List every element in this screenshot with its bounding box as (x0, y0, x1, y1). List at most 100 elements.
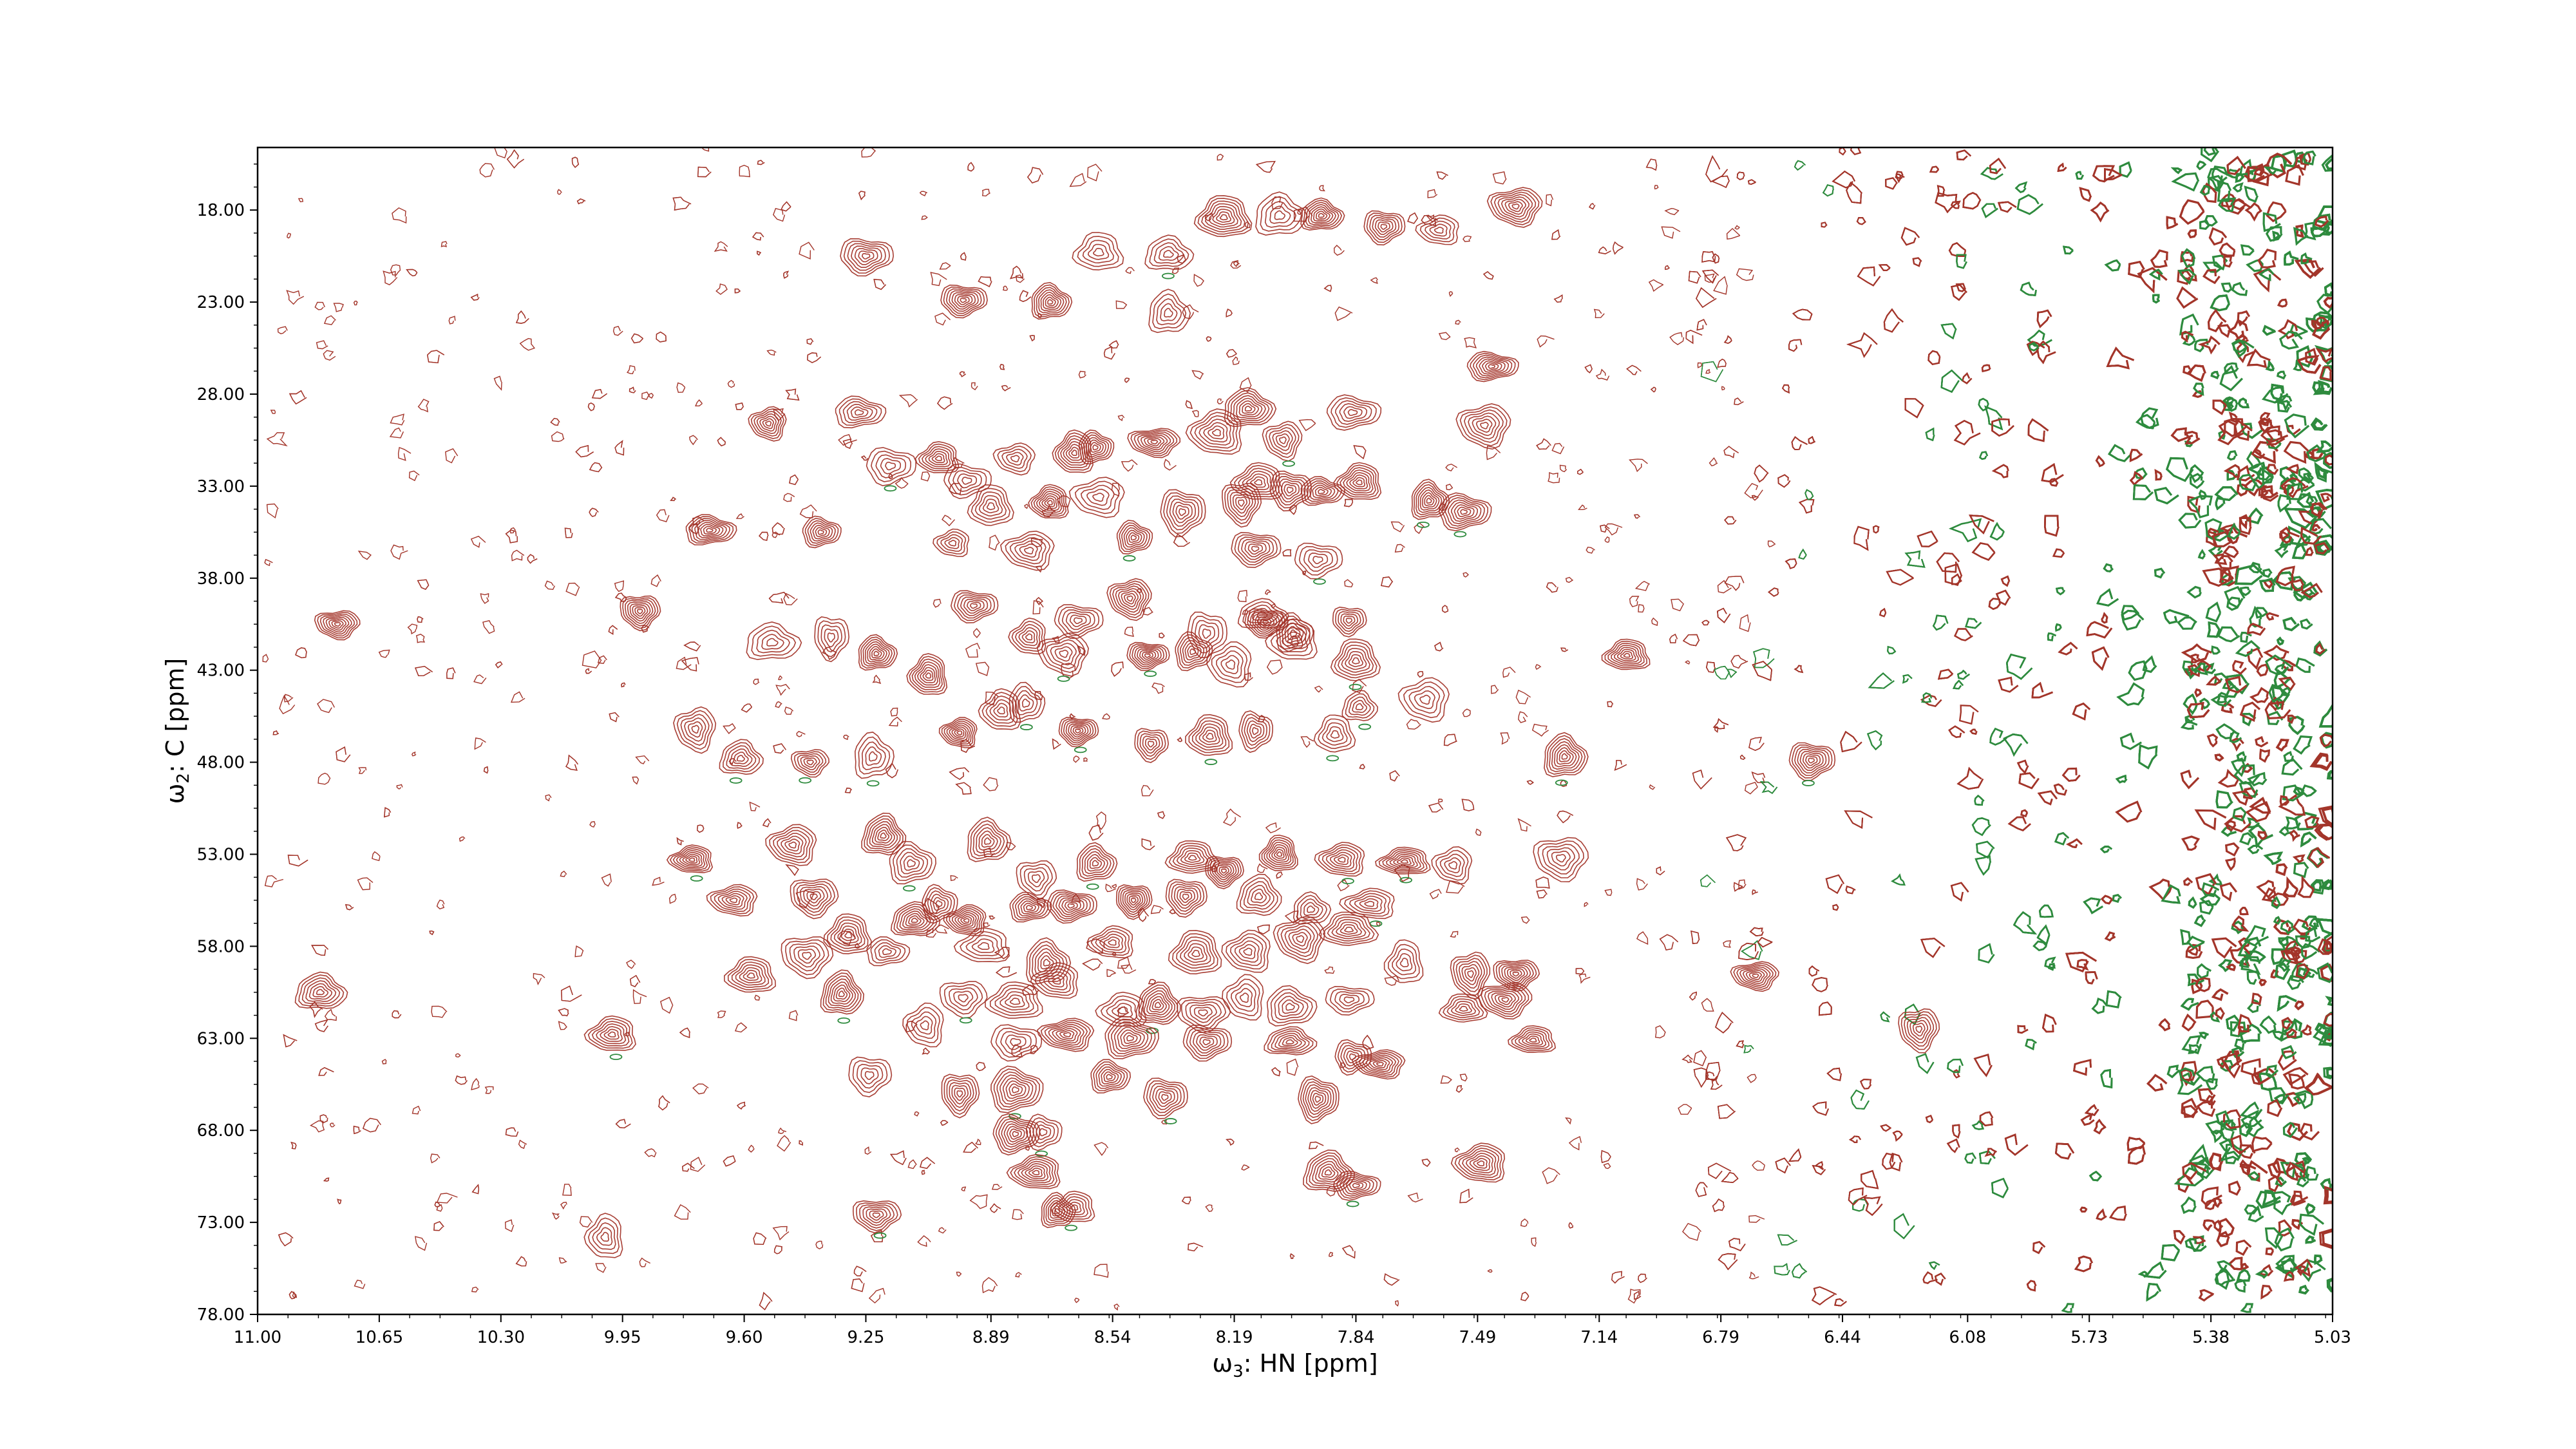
noise-contour (757, 251, 761, 256)
noise-contour (1950, 200, 1961, 209)
x-tick-label: 10.65 (355, 1328, 403, 1347)
noise-contour (1094, 1142, 1109, 1156)
noise-contour (407, 623, 418, 635)
noise-contour (748, 1144, 755, 1153)
noise-contour (1007, 842, 1016, 851)
noise-contour (585, 668, 592, 674)
noise-contour (1455, 1084, 1463, 1093)
noise-contour (757, 160, 765, 166)
noise-contour (1454, 1147, 1460, 1153)
noise-contour (799, 1140, 803, 1146)
noise-contour (843, 734, 849, 741)
noise-contour (353, 1126, 361, 1135)
noise-contour (676, 656, 692, 670)
noise-contour (1551, 229, 1561, 240)
noise-contour (1697, 362, 1703, 368)
noise-contour (1685, 330, 1703, 345)
noise-contour (2263, 851, 2284, 866)
noise-contour (484, 1086, 494, 1094)
noise-contour (1115, 300, 1128, 309)
noise-contour (1656, 866, 1665, 876)
noise-contour (1061, 663, 1075, 679)
noise-contour (1265, 822, 1281, 833)
noise-contour (565, 582, 580, 596)
x-tick-label: 8.19 (1216, 1328, 1253, 1347)
noise-contour (2057, 162, 2067, 172)
noise-contour (973, 628, 981, 638)
noise-contour (1492, 171, 1507, 185)
noise-contour (1446, 880, 1465, 894)
noise-contour (1517, 818, 1531, 832)
noise-contour (2282, 616, 2300, 632)
noise-contour (1384, 975, 1399, 986)
noise-contour (1629, 596, 1640, 607)
noise-contour (2073, 1059, 2092, 1076)
noise-contour (2322, 1229, 2333, 1248)
noise-contour (2219, 565, 2239, 587)
noise-contour (1723, 940, 1731, 948)
noise-contour (1124, 377, 1130, 383)
noise-contour (1074, 1297, 1080, 1303)
noise-contour (1520, 916, 1530, 924)
noise-contour (735, 513, 744, 519)
noise-contour (807, 352, 822, 363)
noise-contour (1701, 998, 1714, 1012)
noise-contour (2293, 786, 2305, 796)
noise-contour (345, 904, 354, 911)
noise-contour (1649, 784, 1656, 790)
noise-contour (295, 647, 307, 659)
noise-contour (1748, 737, 1765, 751)
noise-contour (1741, 940, 1763, 960)
noise-contour (1475, 828, 1482, 837)
noise-contour (2262, 1189, 2281, 1207)
noise-contour (564, 527, 573, 538)
noise-contour (1237, 589, 1247, 602)
noise-contour (1645, 158, 1658, 171)
noise-contour (2079, 1206, 2088, 1213)
noise-contour (676, 382, 686, 393)
noise-contour (994, 947, 1010, 960)
noise-contour (985, 691, 999, 706)
noise-contour (392, 1010, 402, 1019)
noise-contour (1222, 808, 1242, 826)
noise-contour (1159, 632, 1165, 639)
noise-contour (2003, 733, 2029, 757)
noise-contour (1976, 840, 1995, 859)
noise-contour (473, 674, 487, 685)
noise-contour (1150, 905, 1164, 914)
noise-contour (1406, 719, 1421, 730)
x-tick-label: 8.89 (972, 1328, 1010, 1347)
noise-contour (1002, 285, 1009, 291)
noise-contour (1557, 810, 1574, 824)
noise-contour (2186, 701, 2210, 719)
noise-contour (1713, 276, 1728, 295)
noise-contour (1954, 628, 1973, 641)
noise-contour (1962, 372, 1973, 384)
noise-contour (1001, 384, 1011, 392)
noise-contour (471, 1184, 480, 1195)
noise-contour (1255, 160, 1276, 173)
noise-contour (1427, 189, 1438, 198)
noise-contour (483, 766, 489, 774)
noise-contour (1979, 1111, 1994, 1126)
noise-contour (1692, 770, 1712, 790)
noise-contour (1989, 157, 2007, 175)
noise-contour (431, 1005, 448, 1018)
noise-contour (806, 338, 814, 345)
noise-contour (558, 1257, 567, 1264)
noise-contour (1726, 668, 1738, 678)
noise-contour (1953, 1069, 1961, 1079)
noise-contour (2041, 1014, 2057, 1033)
noise-contour (357, 877, 374, 891)
noise-contour (1739, 754, 1746, 760)
noise-contour (1636, 931, 1649, 945)
noise-contour (772, 1226, 790, 1241)
noise-contour (2012, 911, 2038, 935)
noise-contour (1164, 459, 1177, 471)
noise-contour (2026, 341, 2045, 356)
noise-contour (1117, 415, 1125, 421)
noise-contour (2327, 1278, 2333, 1291)
noise-contour (2163, 609, 2190, 625)
noise-contour (1949, 518, 1982, 542)
noise-contour (1681, 1054, 1693, 1063)
